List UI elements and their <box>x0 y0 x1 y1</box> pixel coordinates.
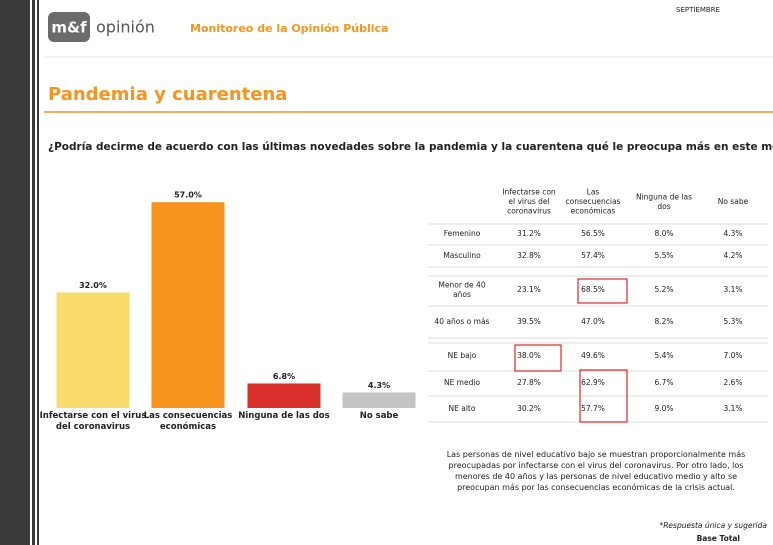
table-cell: 3.1% <box>723 285 742 294</box>
footnote: *Respuesta única y sugerida <box>659 521 767 530</box>
table-cell: 5.4% <box>654 351 673 360</box>
table-cell: 23.1% <box>517 285 541 294</box>
table-cell: 47.0% <box>581 317 605 326</box>
column-header: Ninguna de las dos <box>636 192 692 211</box>
row-label: NE bajo <box>448 351 477 360</box>
column-header: Las consecuencias económicas <box>566 188 621 216</box>
table-cell: 4.3% <box>723 229 742 238</box>
table-cell: 5.2% <box>654 285 673 294</box>
table-cell: 56.5% <box>581 229 605 238</box>
row-label: NE medio <box>444 378 480 387</box>
row-label: NE alto <box>449 404 476 413</box>
base: Base Total <box>697 534 740 543</box>
table-cell: 8.2% <box>654 317 673 326</box>
brand: opinión <box>96 18 155 37</box>
table-cell: 2.6% <box>723 378 742 387</box>
table-cell: 9.0% <box>654 404 673 413</box>
table-cell: 8.0% <box>654 229 673 238</box>
table-cell: 32.8% <box>517 251 541 260</box>
header-subtitle: Monitoreo de la Opinión Pública <box>190 22 388 35</box>
table-cell: 31.2% <box>517 229 541 238</box>
table-cell: 38.0% <box>517 351 541 360</box>
table-cell: 5.3% <box>723 317 742 326</box>
bar <box>151 202 225 408</box>
highlight-box <box>514 344 562 372</box>
value-label: 57.0% <box>174 191 202 200</box>
highlight-box <box>577 278 628 304</box>
table-cell: 5.5% <box>654 251 673 260</box>
side-band <box>0 0 30 545</box>
value-label: 32.0% <box>79 281 107 290</box>
category-label: No sabe <box>360 411 399 421</box>
column-header: No sabe <box>718 197 749 206</box>
side-stripe <box>32 0 35 545</box>
table-cell: 27.8% <box>517 378 541 387</box>
title: Pandemia y cuarentena <box>48 84 287 105</box>
bar <box>247 383 321 408</box>
side-stripe <box>37 0 39 545</box>
table-cell: 6.7% <box>654 378 673 387</box>
table-cell: 57.4% <box>581 251 605 260</box>
highlight-box <box>579 369 628 423</box>
row-label: Menor de 40 años <box>438 280 485 299</box>
month: SEPTIEMBRE <box>676 6 720 14</box>
value-label: 6.8% <box>273 372 295 381</box>
table-cell: 30.2% <box>517 404 541 413</box>
logo-box <box>48 12 90 42</box>
row-label: Femenino <box>444 229 481 238</box>
bar <box>56 292 130 408</box>
table-cell: 3.1% <box>723 404 742 413</box>
table-cell: 7.0% <box>723 351 742 360</box>
row-label: Masculino <box>443 251 481 260</box>
table-cell: 57.7% <box>581 404 605 413</box>
logo: m&f <box>51 19 87 37</box>
table-cell: 62.9% <box>581 378 605 387</box>
table-cell: 4.2% <box>723 251 742 260</box>
category-label: Las consecuencias económicas <box>144 411 233 432</box>
row-label: 40 años o más <box>435 317 490 326</box>
category-label: Infectarse con el virus del coronavirus <box>40 411 147 432</box>
table-cell: 39.5% <box>517 317 541 326</box>
table-cell: 49.6% <box>581 351 605 360</box>
table-cell: 68.5% <box>581 285 605 294</box>
category-label: Ninguna de las dos <box>238 411 329 421</box>
column-header: Infectarse con el virus del coronavirus <box>502 188 556 216</box>
bar <box>342 392 416 408</box>
note: Las personas de nivel educativo bajo se … <box>447 450 746 492</box>
question: ¿Podría decirme de acuerdo con las últim… <box>48 141 773 153</box>
value-label: 4.3% <box>368 381 390 390</box>
